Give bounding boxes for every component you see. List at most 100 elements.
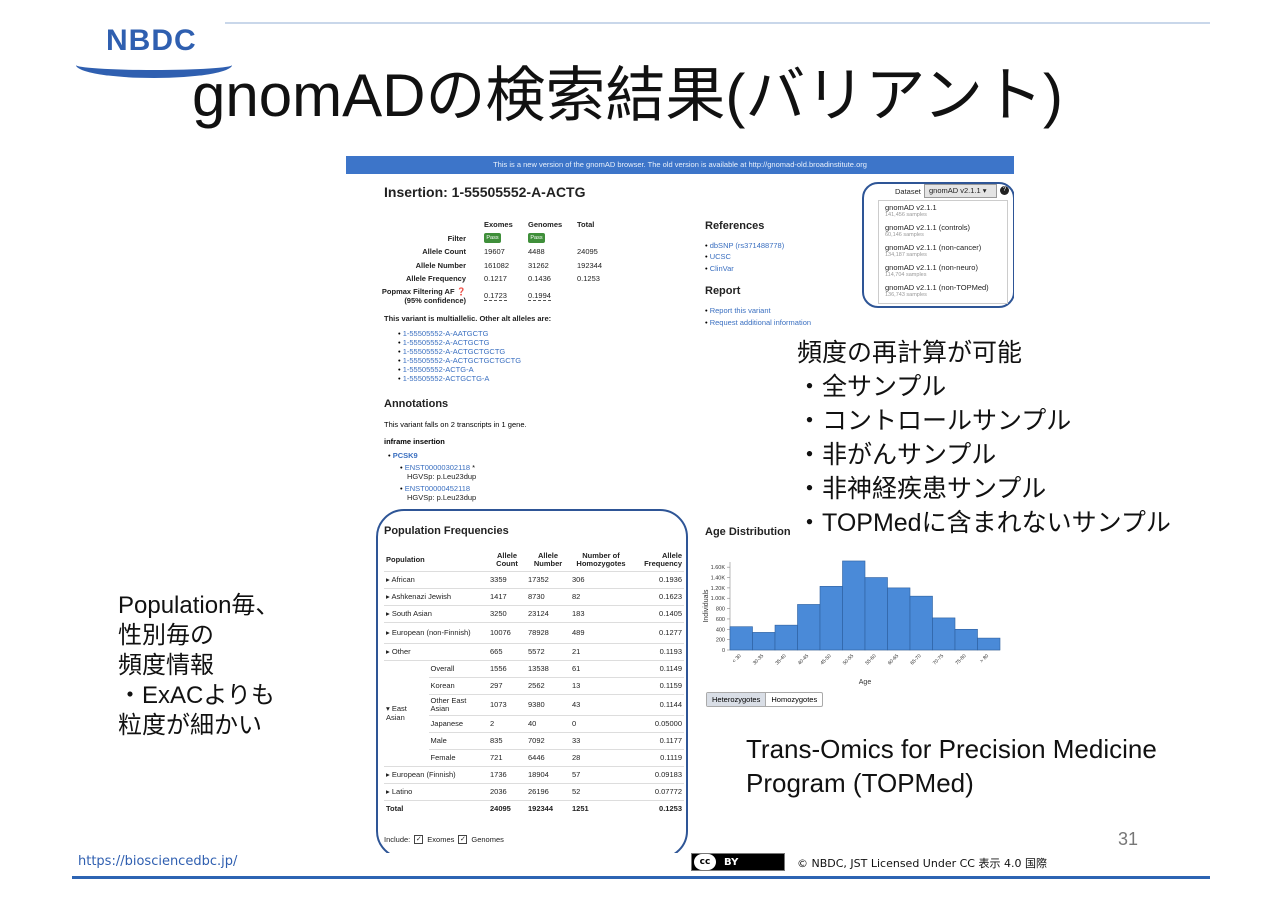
subpopulation-name: Japanese: [428, 714, 488, 732]
dataset-option[interactable]: gnomAD v2.1.1 (non-cancer) 134,187 sample…: [885, 243, 981, 258]
homozygotes-cell: 61: [570, 659, 632, 677]
callout-line: 粒度が細かい: [118, 712, 262, 739]
dataset-select[interactable]: gnomAD v2.1.1 ▾: [924, 184, 997, 198]
reference-link[interactable]: • UCSC: [705, 252, 731, 261]
x-tick-label: 30-35: [752, 653, 765, 666]
x-tick-label: 70-75: [932, 653, 945, 666]
population-highlight-frame: [376, 509, 688, 853]
expand-arrow-icon[interactable]: ▸: [386, 575, 392, 584]
table-row: ▸ European (non-Finnish) 10076 78928 489 0.1…: [384, 621, 684, 643]
homozygotes-cell: 0: [570, 714, 632, 732]
population-cell[interactable]: ▸ South Asian: [384, 604, 488, 622]
x-axis-label: Age: [859, 679, 872, 686]
total-ac-cell: 24095: [488, 799, 526, 817]
y-tick-label: 1.20K: [711, 586, 726, 592]
report-link[interactable]: • Report this variant: [705, 306, 771, 315]
dataset-option-samples: 114,704 samples: [885, 272, 927, 278]
population-cell[interactable]: ▸ Latino: [384, 782, 488, 800]
alt-allele-link[interactable]: • 1-55505552-ACTGCTG-A: [398, 374, 490, 383]
homozygotes-cell: 13: [570, 676, 632, 694]
slide-title: gnomADの検索結果(バリアント): [192, 62, 1063, 129]
table-row: ▸ Other 665 5572 21 0.1193: [384, 642, 684, 660]
population-cell[interactable]: ▸ European (non-Finnish): [384, 621, 488, 643]
expand-arrow-icon[interactable]: ▸: [386, 647, 392, 656]
reference-link[interactable]: • ClinVar: [705, 264, 734, 273]
footer-url[interactable]: https://biosciencedbc.jp/: [78, 854, 238, 869]
expand-arrow-icon[interactable]: ▸: [386, 770, 392, 779]
population-name: Latino: [391, 787, 413, 796]
annotations-text: This variant falls on 2 transcripts in 1…: [384, 420, 527, 429]
dataset-option[interactable]: gnomAD v2.1.1 (non-neuro) 114,704 samples: [885, 263, 978, 278]
genomes-checkbox[interactable]: ✓: [458, 835, 468, 844]
heterozygotes-toggle[interactable]: Heterozygotes: [707, 693, 767, 706]
callout-line: 性別毎の: [118, 622, 214, 649]
allele-number-cell: 17352: [526, 570, 570, 588]
help-icon[interactable]: ?: [1000, 186, 1009, 195]
alt-allele-link[interactable]: • 1-55505552-A-ACTGCTG: [398, 338, 490, 347]
variant-title: Insertion: 1-55505552-A-ACTG: [384, 184, 586, 200]
col-header-total: Total: [577, 220, 595, 229]
pop-col-population[interactable]: Population: [386, 554, 425, 564]
histogram-bar: [842, 560, 866, 651]
dataset-option[interactable]: gnomAD v2.1.1 (non-TOPMed) 136,743 sample…: [885, 283, 989, 298]
report-link[interactable]: • Request additional information: [705, 318, 812, 327]
age-distribution-chart: 0 200 400 600 800 1.00K 1.20K 1.40K 1.60K < 30 30-…: [703, 560, 1001, 686]
dataset-dropdown: gnomAD v2.1.1 141,456 samples gnomAD v2.1…: [878, 200, 1008, 304]
expand-arrow-icon[interactable]: ▸: [386, 592, 392, 601]
expand-arrow-icon[interactable]: ▸: [386, 628, 392, 637]
population-cell[interactable]: ▸ African: [384, 570, 488, 588]
total-hom-cell: 1251: [570, 799, 632, 817]
allele-count-cell: 721: [488, 748, 526, 766]
dataset-option-name: gnomAD v2.1.1 (non-TOPMed): [885, 283, 989, 292]
pop-col-homozygotes[interactable]: Number of Homozygotes: [576, 550, 626, 568]
population-cell[interactable]: ▸ European (Finnish): [384, 765, 488, 783]
expand-arrow-icon[interactable]: ▸: [386, 787, 392, 796]
license-text: © NBDC, JST Licensed Under CC 表示 4.0 国際: [797, 857, 1047, 870]
alt-allele-link[interactable]: • 1-55505552-A-ACTGCTGCTG: [398, 347, 506, 356]
collapse-arrow-icon[interactable]: ▾: [386, 704, 392, 713]
alt-allele-link[interactable]: • 1-55505552-A-ACTGCTGCTGCTG: [398, 356, 522, 365]
transcript-link[interactable]: • ENST00000452118: [400, 484, 471, 493]
callout-line: Population毎、: [118, 592, 280, 619]
population-cell-east-asian[interactable]: ▾ East Asian: [384, 659, 429, 766]
histogram-bar: [864, 577, 888, 651]
homozygotes-toggle[interactable]: Homozygotes: [771, 695, 818, 704]
population-cell[interactable]: ▸ Other: [384, 642, 488, 660]
allele-count-cell: 2: [488, 714, 526, 732]
x-tick-label: 60-65: [887, 653, 900, 666]
alt-allele-link[interactable]: • 1-55505552-A-AATGCTG: [398, 329, 489, 338]
table-row: ▾ East Asian Overall 1556 13538 61 0.1149: [384, 659, 684, 766]
dataset-option[interactable]: gnomAD v2.1.1 (controls) 60,146 samples: [885, 223, 970, 238]
table-row: ▸ South Asian 3250 23124 183 0.1405: [384, 604, 684, 622]
exomes-checkbox[interactable]: ✓: [414, 835, 424, 844]
allele-frequency-label: Allele Frequency: [405, 274, 466, 283]
popmax-genomes[interactable]: 0.1994: [528, 291, 551, 301]
pop-col-allele-frequency[interactable]: Allele Frequency: [644, 550, 682, 568]
transcript-link[interactable]: • ENST00000302118 *: [400, 463, 476, 472]
population-name: East Asian: [386, 704, 407, 722]
report-link-text: Request additional information: [709, 318, 812, 327]
population-name: Other: [391, 647, 411, 656]
popmax-exomes[interactable]: 0.1723: [484, 291, 507, 301]
callout-line: ・全サンプル: [797, 373, 947, 401]
help-icon[interactable]: ❓: [456, 287, 466, 296]
homozygotes-cell: 57: [570, 765, 632, 783]
pop-col-allele-number[interactable]: Allele Number: [533, 550, 563, 568]
y-tick-label: 1.00K: [711, 596, 726, 602]
table-row: Korean 297 2562 13 0.1159: [384, 676, 684, 694]
allele-frequency-cell: 0.1936: [632, 570, 684, 588]
pop-col-allele-count[interactable]: Allele Count: [496, 550, 518, 568]
y-tick-label: 1.40K: [711, 576, 726, 582]
reference-link[interactable]: • dbSNP (rs371488778): [705, 241, 785, 250]
population-cell[interactable]: ▸ Ashkenazi Jewish: [384, 587, 488, 605]
dataset-option-name: gnomAD v2.1.1 (non-cancer): [885, 243, 982, 252]
dataset-option[interactable]: gnomAD v2.1.1 141,456 samples: [885, 203, 937, 218]
allele-count-cell: 2036: [488, 782, 526, 800]
callout-line: ・TOPMedに含まれないサンプル: [797, 509, 1171, 537]
allele-frequency-cell: 0.05000: [632, 714, 684, 732]
gene-link[interactable]: • PCSK9: [388, 451, 418, 460]
age-distribution-title: Age Distribution: [705, 526, 791, 538]
expand-arrow-icon[interactable]: ▸: [386, 609, 392, 618]
alt-allele-link[interactable]: • 1-55505552-ACTG-A: [398, 365, 474, 374]
recalculation-callout: 頻度の再計算が可能 ・全サンプル ・コントロールサンプル ・非がんサンプル ・非…: [797, 336, 1171, 540]
